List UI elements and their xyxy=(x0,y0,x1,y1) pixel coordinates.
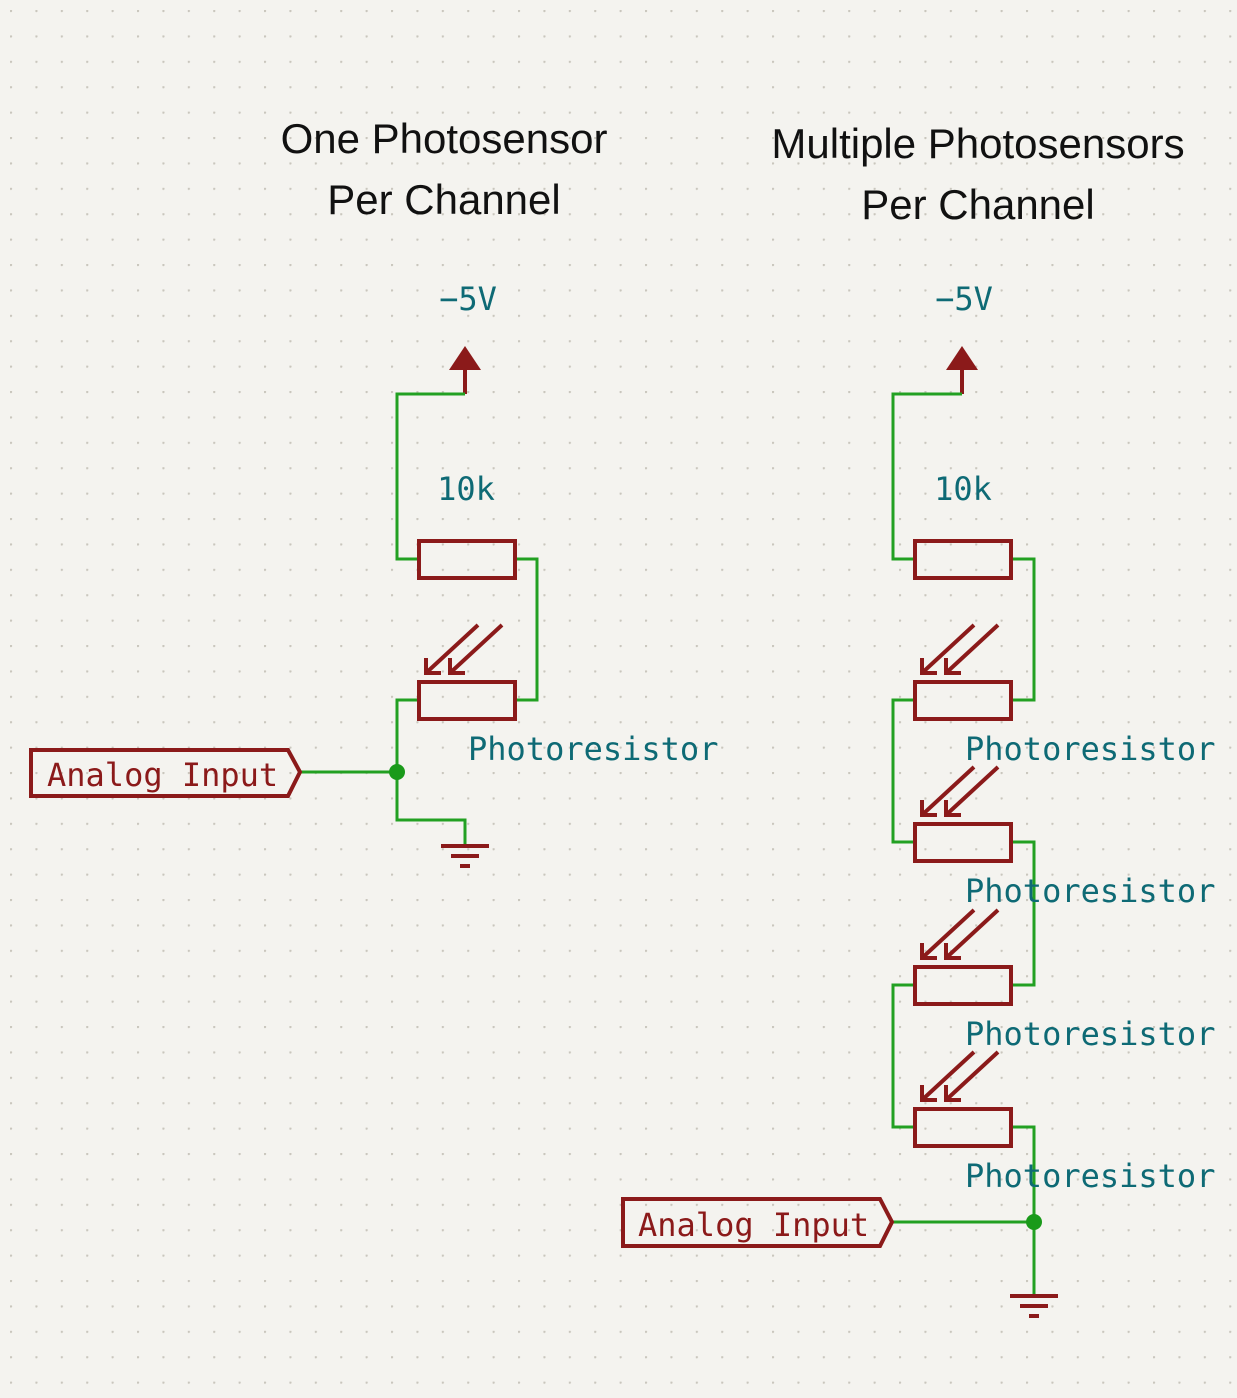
right-wire-series-2 xyxy=(891,698,915,844)
left-resistor xyxy=(417,539,517,580)
right-light-arrows-icon-2 xyxy=(920,765,1000,817)
right-wire-supply xyxy=(891,392,962,561)
right-wire-series-4 xyxy=(891,983,915,1129)
right-photoresistor-body-4 xyxy=(913,1107,1013,1148)
right-wire-series-3 xyxy=(1012,840,1036,987)
left-photoresistor-label: Photoresistor xyxy=(468,730,718,768)
right-light-arrows-icon-1 xyxy=(920,623,1000,675)
left-analog-input-tag xyxy=(29,748,303,798)
right-schematic: Multiple Photosensors Per Channel −5V 10… xyxy=(621,120,1215,1318)
right-analog-input-tag xyxy=(621,1197,895,1248)
right-photoresistor-3 xyxy=(913,908,1013,1006)
right-junction-dot xyxy=(1026,1214,1042,1230)
right-photoresistor-label-4: Photoresistor xyxy=(965,1157,1215,1195)
right-photoresistor-2 xyxy=(913,765,1013,863)
left-title-line2: Per Channel xyxy=(327,176,560,223)
right-resistor-value: 10k xyxy=(934,470,992,508)
left-analog-input-label: Analog Input xyxy=(47,756,278,794)
right-light-arrows-icon-4 xyxy=(920,1050,1000,1102)
right-resistor xyxy=(913,539,1013,580)
right-photoresistor-label-3: Photoresistor xyxy=(965,1015,1215,1053)
right-photoresistor-label-1: Photoresistor xyxy=(965,730,1215,768)
right-analog-input-label: Analog Input xyxy=(638,1206,869,1244)
right-wire-series-1 xyxy=(1012,557,1036,702)
right-photoresistor-1 xyxy=(913,623,1013,721)
left-schematic: One Photosensor Per Channel −5V 10k Phot… xyxy=(29,115,718,868)
left-wire-ground xyxy=(395,698,467,846)
left-supply-arrow-icon xyxy=(449,346,481,370)
left-junction-dot xyxy=(389,764,405,780)
right-title-line2: Per Channel xyxy=(861,181,1094,228)
right-photoresistor-label-2: Photoresistor xyxy=(965,872,1215,910)
right-photoresistor-4 xyxy=(913,1050,1013,1148)
right-title-line1: Multiple Photosensors xyxy=(771,120,1184,167)
left-photoresistor xyxy=(417,623,517,721)
left-wire-supply xyxy=(395,392,465,561)
right-supply-arrow-icon xyxy=(946,346,978,370)
right-photoresistor-body-1 xyxy=(913,680,1013,721)
right-light-arrows-icon-3 xyxy=(920,908,1000,960)
right-supply-label: −5V xyxy=(935,280,993,318)
left-supply-label: −5V xyxy=(439,280,497,318)
left-title-line1: One Photosensor xyxy=(281,115,608,162)
right-ground-icon xyxy=(1010,1294,1058,1318)
right-wire-ground xyxy=(1012,1125,1036,1296)
left-photoresistor-body xyxy=(417,680,517,721)
left-light-arrows-icon xyxy=(424,623,504,675)
left-wire-series xyxy=(515,557,539,702)
left-resistor-value: 10k xyxy=(437,470,495,508)
right-photoresistor-body-2 xyxy=(913,822,1013,863)
left-ground-icon xyxy=(441,844,489,868)
right-photoresistor-body-3 xyxy=(913,965,1013,1006)
